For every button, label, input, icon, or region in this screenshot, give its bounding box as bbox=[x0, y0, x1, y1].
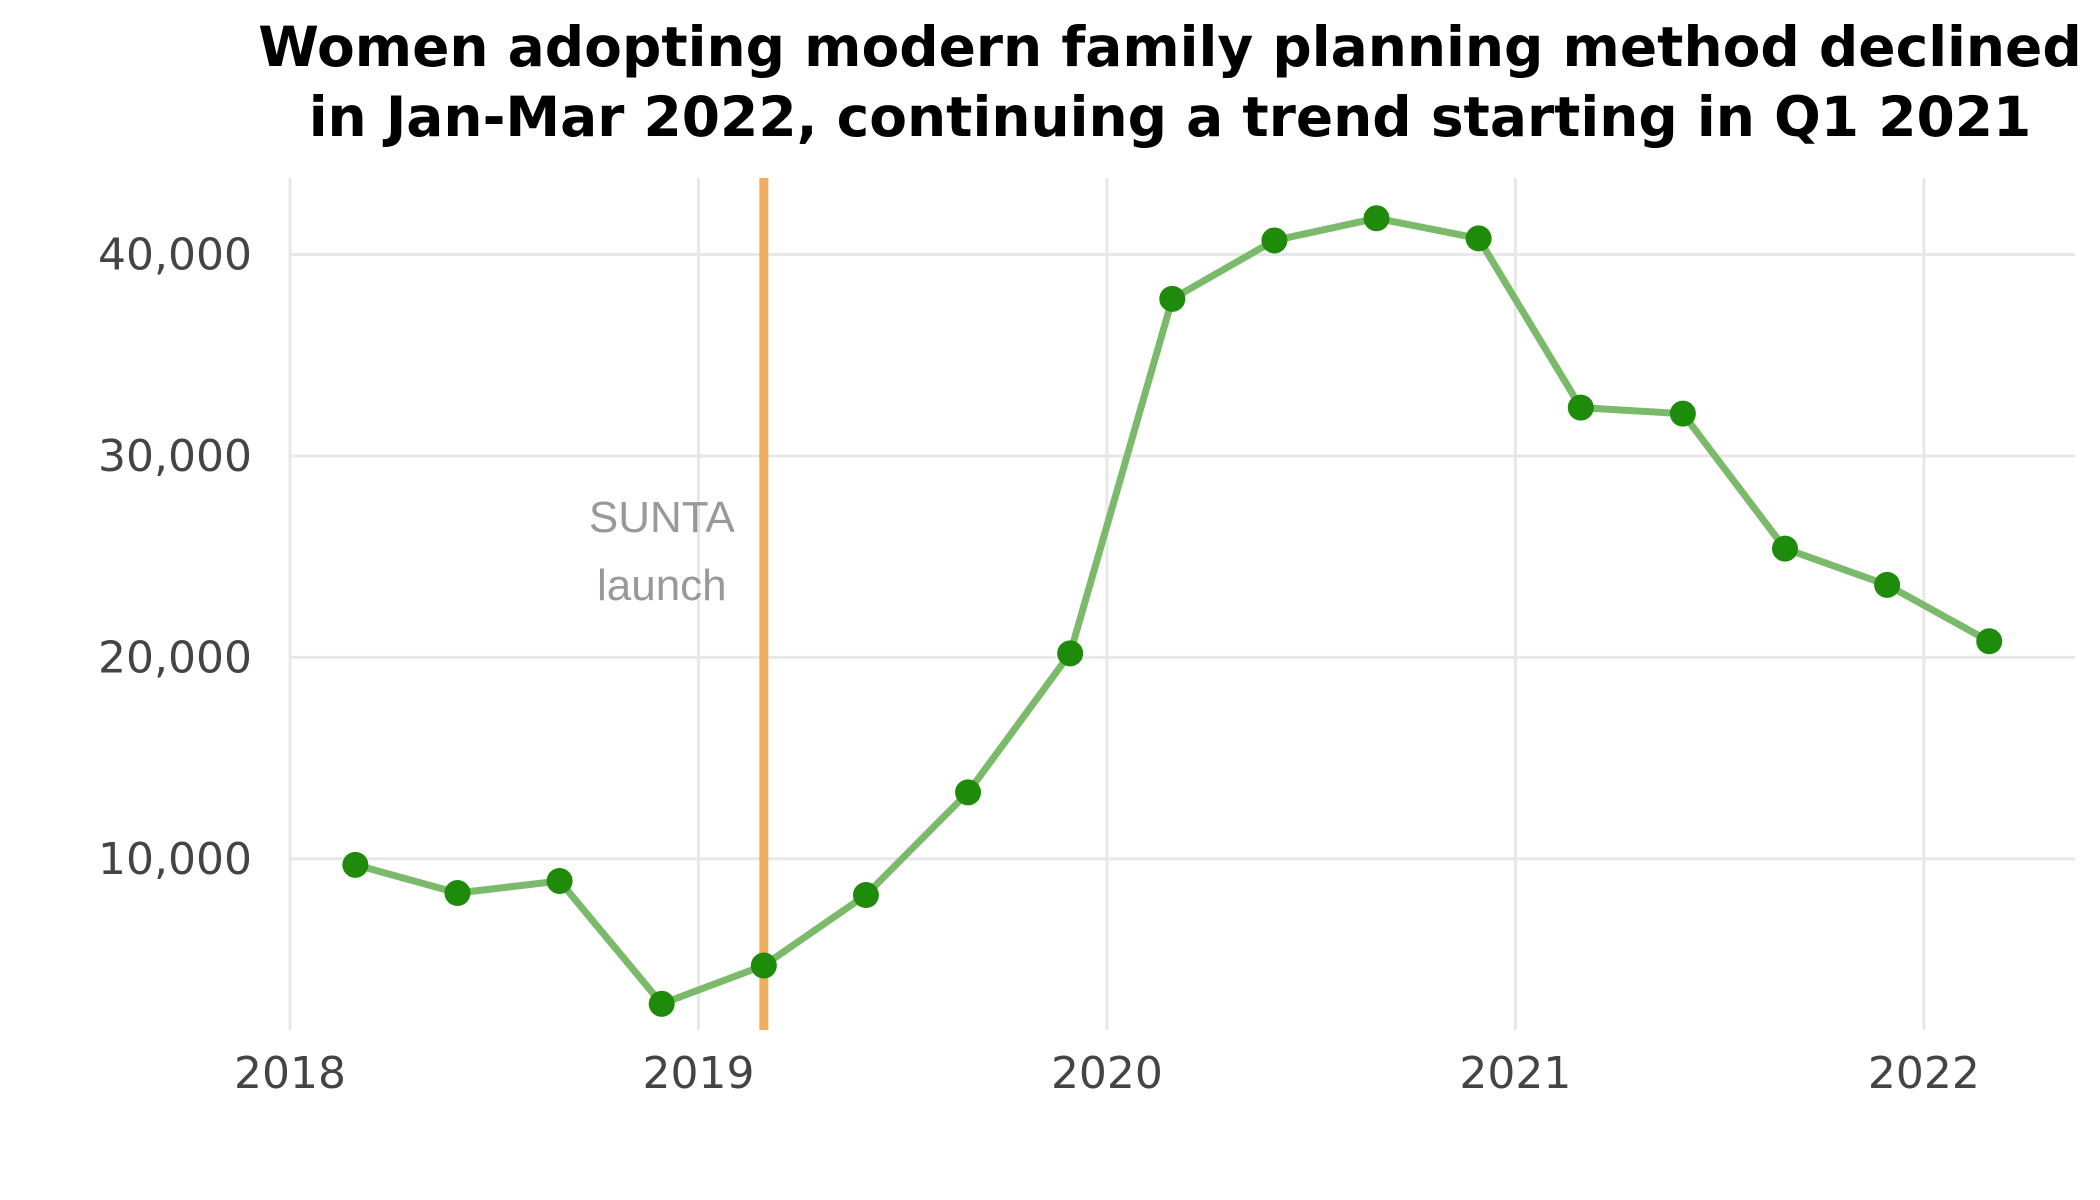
data-point bbox=[1159, 285, 1186, 312]
x-tick-label: 2022 bbox=[1868, 1048, 1980, 1099]
chart-title: Women adopting modern family planning me… bbox=[258, 15, 2081, 149]
chart-title-line-2: in Jan-Mar 2022, continuing a trend star… bbox=[309, 85, 2032, 149]
chart-title-line-1: Women adopting modern family planning me… bbox=[258, 15, 2081, 79]
y-tick-label: 20,000 bbox=[98, 632, 252, 683]
data-point bbox=[648, 990, 675, 1017]
x-tick-label: 2019 bbox=[642, 1048, 754, 1099]
series-line bbox=[351, 214, 1993, 1008]
y-tick-label: 10,000 bbox=[98, 834, 252, 885]
x-tick-label: 2020 bbox=[1051, 1048, 1163, 1099]
data-point bbox=[444, 880, 471, 907]
data-point bbox=[955, 779, 982, 806]
x-tick-label: 2018 bbox=[234, 1048, 346, 1099]
data-point bbox=[546, 867, 573, 894]
data-point bbox=[1567, 394, 1594, 421]
data-point bbox=[342, 851, 369, 878]
annotation-label: SUNTA bbox=[589, 493, 736, 542]
data-point bbox=[852, 882, 879, 909]
data-point bbox=[1057, 640, 1084, 667]
x-tick-label: 2021 bbox=[1459, 1048, 1571, 1099]
annotations: SUNTA launch bbox=[589, 178, 769, 1030]
data-point bbox=[1874, 571, 1901, 598]
y-tick-label: 30,000 bbox=[98, 431, 252, 482]
annotation-label: launch bbox=[597, 561, 727, 610]
data-point bbox=[1771, 535, 1798, 562]
data-point bbox=[1363, 205, 1390, 232]
axes: 2018 2019 2020 2021 2022 10,000 20,000 30,000 40… bbox=[98, 230, 1980, 1099]
y-tick-label: 40,000 bbox=[98, 230, 252, 281]
data-point bbox=[1261, 227, 1288, 254]
data-point bbox=[1465, 225, 1492, 252]
data-point bbox=[1976, 628, 2003, 655]
series bbox=[342, 205, 2003, 1017]
data-point bbox=[1669, 400, 1696, 427]
data-point bbox=[750, 952, 777, 979]
